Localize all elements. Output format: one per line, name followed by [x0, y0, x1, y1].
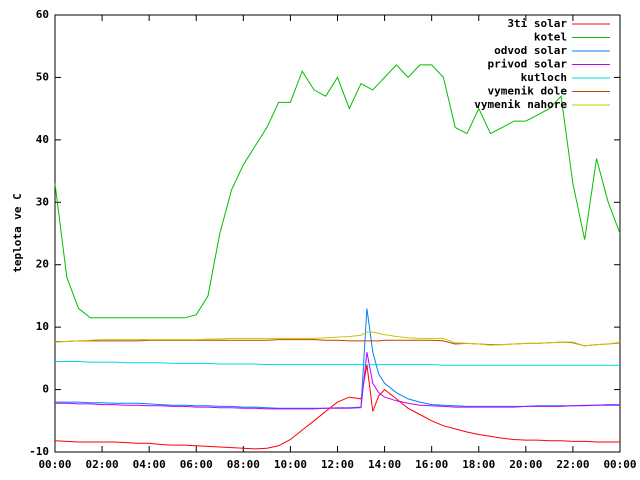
x-tick-label: 10:00: [274, 458, 307, 471]
x-tick-label: 12:00: [321, 458, 354, 471]
x-tick-label: 14:00: [368, 458, 401, 471]
series-line: [55, 308, 620, 409]
legend-label: privod solar: [488, 58, 568, 71]
x-tick-label: 18:00: [462, 458, 495, 471]
legend-label: kotel: [534, 31, 567, 44]
y-tick-label: 20: [36, 258, 49, 271]
x-tick-label: 04:00: [133, 458, 166, 471]
y-tick-label: 50: [36, 70, 49, 83]
legend-label: vymenik dole: [488, 85, 568, 98]
x-tick-label: 16:00: [415, 458, 448, 471]
x-tick-label: 00:00: [603, 458, 636, 471]
y-tick-label: -10: [29, 445, 49, 458]
y-tick-label: 0: [42, 383, 49, 396]
y-tick-label: 30: [36, 195, 49, 208]
series-line: [54, 331, 621, 347]
legend-label: vymenik nahore: [474, 98, 567, 111]
series-line: [55, 352, 620, 410]
x-tick-label: 20:00: [509, 458, 542, 471]
x-tick-label: 00:00: [38, 458, 71, 471]
x-tick-label: 08:00: [227, 458, 260, 471]
x-tick-label: 02:00: [86, 458, 119, 471]
y-tick-label: 40: [36, 133, 49, 146]
y-tick-label: 10: [36, 320, 49, 333]
series-line: [55, 339, 621, 347]
y-axis-label: teplota ve C: [11, 193, 24, 272]
legend-label: odvod solar: [494, 44, 567, 57]
legend-label: 3ti solar: [507, 17, 567, 30]
y-tick-label: 60: [36, 8, 49, 21]
series-line: [54, 64, 621, 319]
legend-label: kutloch: [521, 71, 567, 84]
series-line: [54, 364, 620, 450]
x-tick-label: 06:00: [180, 458, 213, 471]
x-tick-label: 22:00: [556, 458, 589, 471]
series-line: [55, 361, 620, 366]
